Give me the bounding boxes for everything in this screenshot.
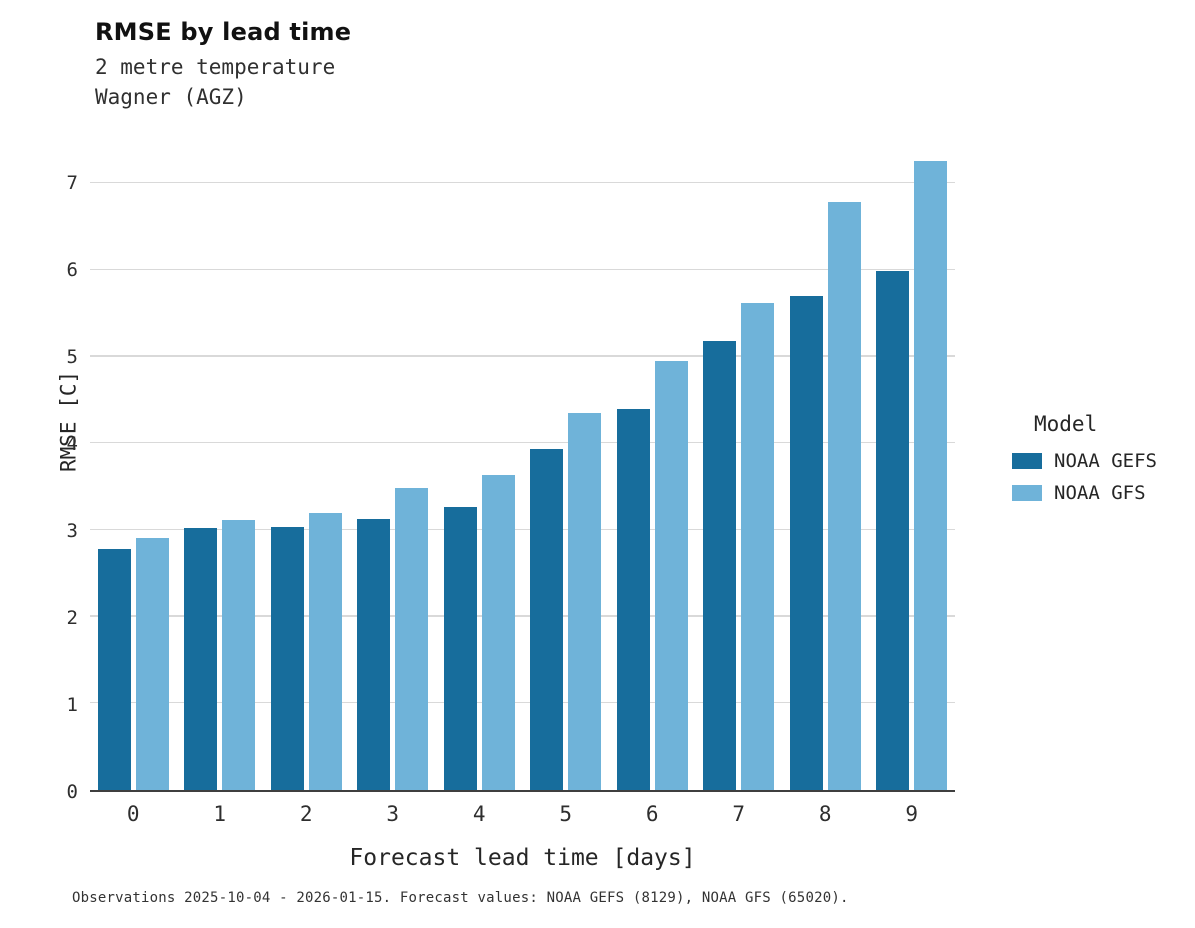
bar-noaa-gfs-day2 [308,512,342,790]
chart-subtitle-line2: Wagner (AGZ) [95,84,247,109]
bar-group-9 [876,140,948,790]
y-tick-label: 5 [66,346,78,369]
legend-label: NOAA GEFS [1054,450,1157,472]
y-tick-label: 2 [66,607,78,630]
bar-noaa-gfs-day3 [395,487,429,790]
source-caption: Observations 2025-10-04 - 2026-01-15. Fo… [72,890,849,906]
bar-noaa-gefs-day9 [876,270,910,790]
x-tick-label: 9 [905,802,919,826]
legend: Model NOAA GEFS NOAA GFS [1012,412,1157,514]
gridline [90,355,955,357]
bar-group-4 [443,140,515,790]
legend-swatch [1012,485,1042,501]
chart-header: RMSE by lead time 2 metre temperature Wa… [95,18,351,113]
bar-noaa-gefs-day4 [443,506,477,790]
bar-noaa-gefs-day6 [616,408,650,790]
gridline [90,528,955,530]
x-axis-label: Forecast lead time [days] [349,845,696,871]
bar-group-5 [530,140,602,790]
bar-noaa-gfs-day9 [914,160,948,790]
gridline [90,181,955,184]
bar-noaa-gfs-day5 [568,413,602,790]
chart-subtitle: 2 metre temperature Wagner (AGZ) [95,53,351,113]
gridline [90,701,955,704]
bar-noaa-gefs-day3 [357,518,391,790]
bar-group-6 [616,140,688,790]
x-tick-label: 1 [213,802,227,826]
bar-group-1 [184,140,256,790]
chart-subtitle-line1: 2 metre temperature [95,55,336,79]
x-tick-label: 3 [386,802,400,826]
bar-group-0 [97,140,169,790]
x-tick-label: 5 [559,802,573,826]
bar-noaa-gfs-day6 [654,361,688,790]
bar-noaa-gefs-day1 [184,528,218,790]
x-tick-label: 8 [818,802,832,826]
x-tick-label: 0 [126,802,140,826]
bar-noaa-gfs-day0 [135,537,169,790]
y-tick-label: 6 [66,259,78,282]
bar-noaa-gefs-day7 [703,341,737,790]
y-tick-label: 0 [66,781,78,803]
legend-item-noaa-gefs: NOAA GEFS [1012,450,1157,472]
bar-noaa-gfs-day8 [827,202,861,790]
bar-noaa-gefs-day8 [789,296,823,790]
y-tick-label: 1 [66,694,78,717]
x-tick-label: 6 [645,802,659,826]
bar-noaa-gefs-day5 [530,448,564,790]
chart-title: RMSE by lead time [95,18,352,46]
y-tick-label: 4 [66,433,78,456]
bar-noaa-gefs-day0 [97,549,131,790]
bar-noaa-gefs-day2 [270,526,304,790]
legend-title: Model [1034,412,1098,436]
x-tick-label: 4 [472,802,486,826]
legend-items: NOAA GEFS NOAA GFS [1012,450,1157,504]
gridline [90,268,955,270]
legend-label: NOAA GFS [1054,482,1146,504]
bar-noaa-gfs-day1 [222,519,256,790]
gridline [90,441,955,444]
legend-swatch [1012,453,1042,469]
x-tick-label: 2 [299,802,313,826]
bar-group-3 [357,140,429,790]
y-axis-ticks: 0 1 2 3 4 5 6 7 [0,140,78,803]
plot-area [90,140,955,792]
x-tick-label: 7 [732,802,746,826]
bar-noaa-gfs-day7 [741,302,775,790]
y-tick-label: 7 [66,172,78,195]
bar-group-8 [789,140,861,790]
gridline [90,615,955,617]
legend-item-noaa-gfs: NOAA GFS [1012,482,1157,504]
x-axis-ticks: 0 1 2 3 4 5 6 7 8 9 [90,802,955,826]
bar-noaa-gfs-day4 [481,475,515,790]
bar-group-7 [703,140,775,790]
y-tick-label: 3 [66,520,78,543]
bar-group-2 [270,140,342,790]
